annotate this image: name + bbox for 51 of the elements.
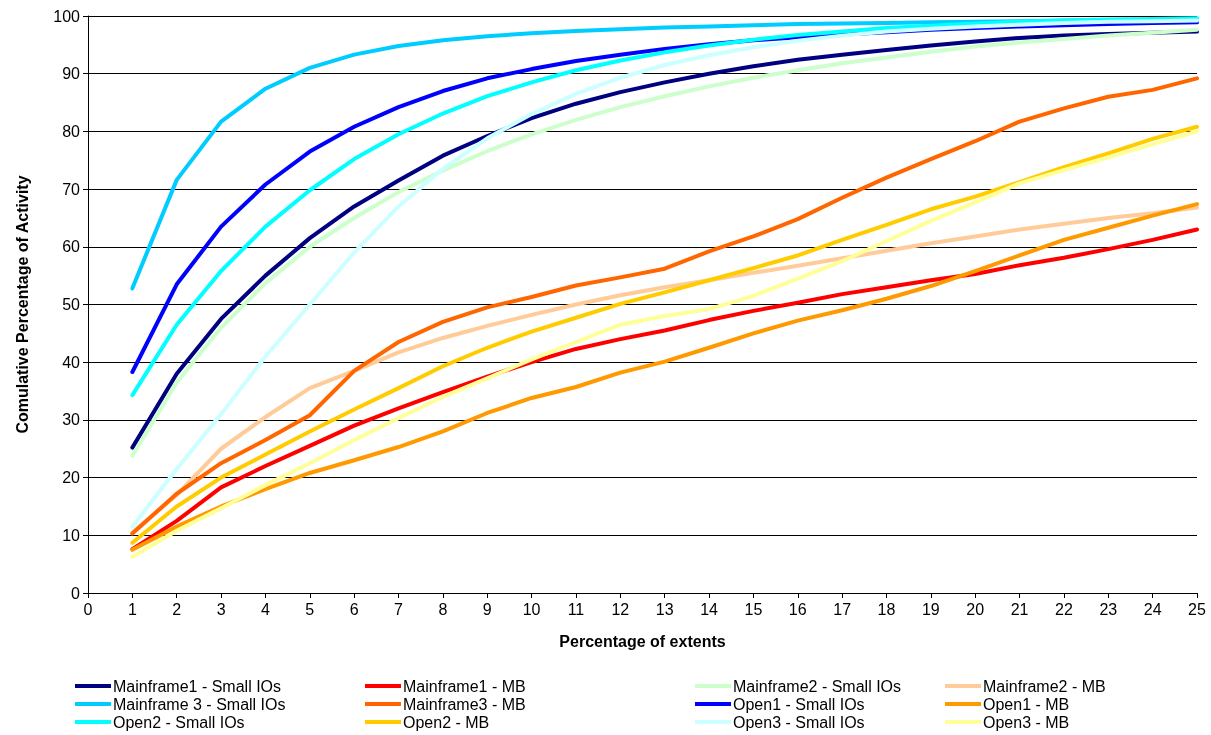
y-tick-label: 80 [62, 122, 81, 140]
y-tick-label: 10 [62, 526, 81, 544]
x-tick-label: 13 [655, 600, 674, 618]
x-tick-label: 8 [438, 600, 448, 618]
x-tick-label: 19 [921, 600, 940, 618]
x-tick-label: 14 [700, 600, 719, 618]
legend-label: Open3 - Small IOs [733, 713, 865, 731]
x-tick-label: 20 [966, 600, 985, 618]
x-tick-label: 25 [1188, 600, 1206, 618]
y-tick-label: 40 [62, 353, 81, 371]
x-tick-label: 12 [611, 600, 630, 618]
x-tick-label: 18 [877, 600, 896, 618]
x-tick-label: 10 [522, 600, 541, 618]
x-tick-label: 9 [482, 600, 492, 618]
y-tick-label: 20 [62, 469, 81, 487]
x-tick-label: 0 [83, 600, 93, 618]
x-tick-label: 6 [349, 600, 359, 618]
x-tick-label: 3 [216, 600, 226, 618]
x-axis-title: Percentage of extents [559, 632, 726, 650]
y-axis-title: Comulative Percentage of Activity [13, 175, 31, 434]
legend-label: Open1 - Small IOs [733, 695, 865, 713]
y-tick-label: 90 [62, 65, 81, 83]
legend-label: Mainframe2 - Small IOs [733, 677, 902, 695]
x-tick-label: 21 [1010, 600, 1029, 618]
x-tick-label: 2 [172, 600, 182, 618]
y-tick-label: 0 [71, 584, 81, 602]
legend-label: Mainframe 3 - Small IOs [113, 695, 286, 713]
x-tick-label: 4 [260, 600, 270, 618]
y-tick-label: 60 [62, 238, 81, 256]
legend-label: Mainframe1 - MB [403, 677, 526, 695]
x-tick-label: 22 [1055, 600, 1073, 618]
x-tick-label: 5 [305, 600, 315, 618]
y-tick-label: 70 [62, 180, 81, 198]
legend-label: Open1 - MB [983, 695, 1070, 713]
x-tick-label: 23 [1099, 600, 1118, 618]
y-tick-label: 100 [53, 7, 81, 25]
y-tick-label: 30 [62, 411, 81, 429]
y-tick-label: 50 [62, 296, 81, 313]
x-tick-label: 15 [744, 600, 763, 618]
x-tick-label: 1 [127, 600, 137, 618]
x-tick-label: 17 [833, 600, 852, 618]
x-tick-label: 11 [567, 600, 585, 618]
legend-label: Mainframe1 - Small IOs [113, 677, 282, 695]
x-tick-label: 7 [394, 600, 404, 618]
legend-label: Mainframe3 - MB [403, 695, 526, 713]
legend-label: Mainframe2 - MB [983, 677, 1106, 695]
legend-label: Open2 - MB [403, 713, 490, 731]
x-tick-label: 16 [788, 600, 807, 618]
legend-label: Open2 - Small IOs [113, 713, 245, 731]
x-tick-label: 24 [1143, 600, 1162, 618]
legend-label: Open3 - MB [983, 713, 1070, 731]
